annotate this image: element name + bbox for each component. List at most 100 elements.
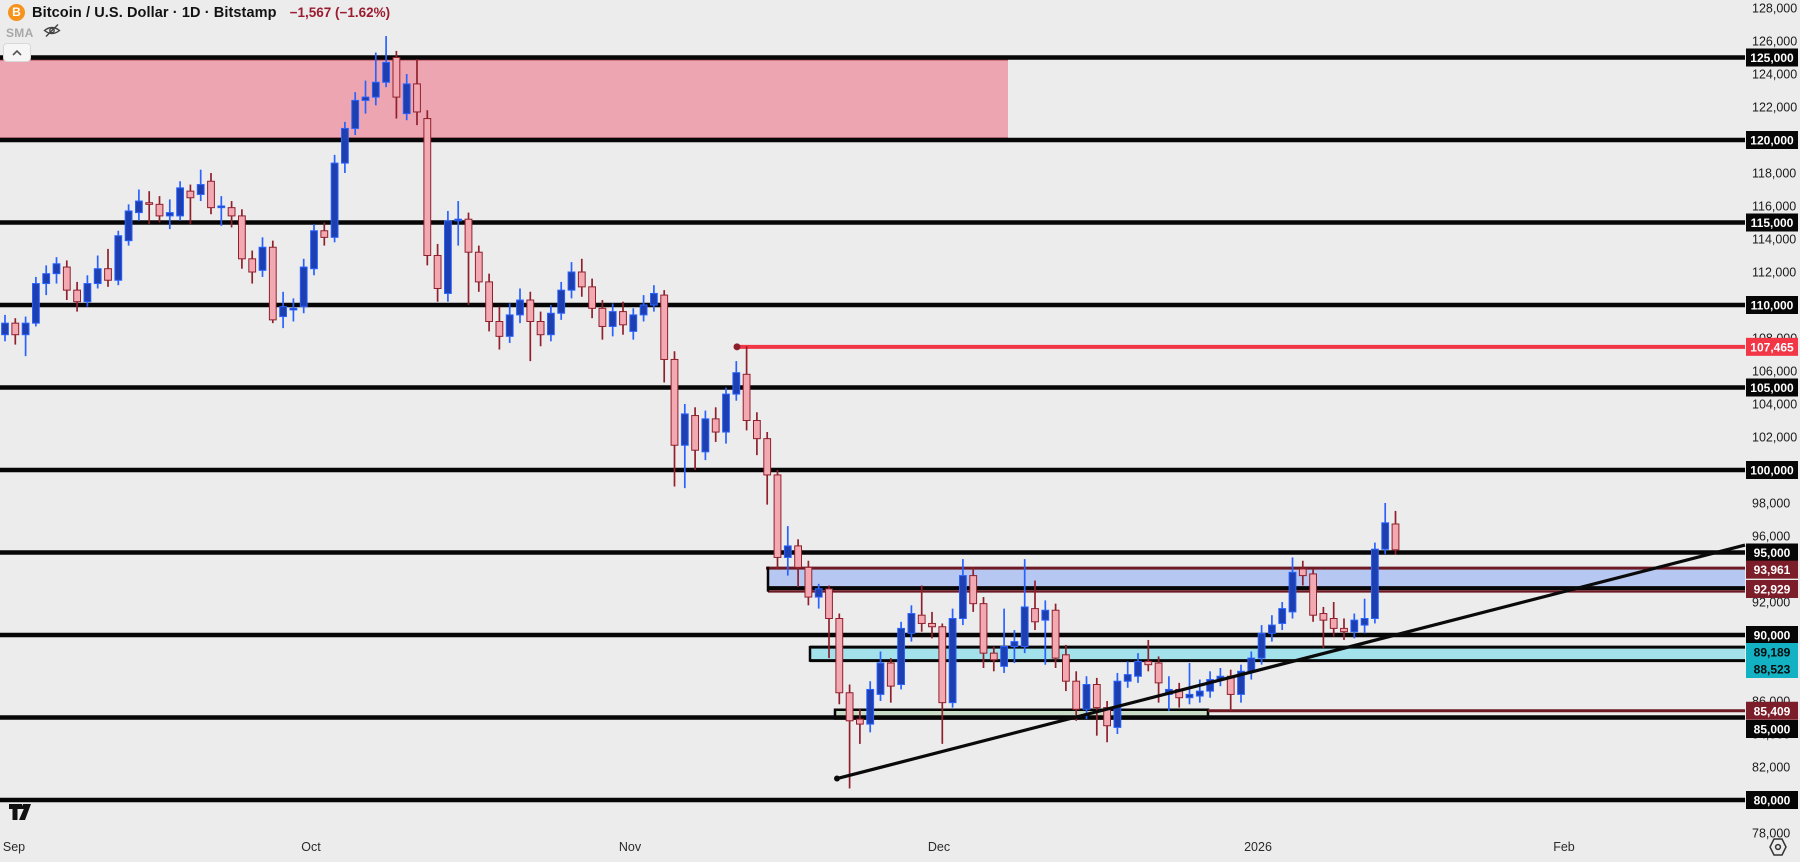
candle[interactable] [773, 470, 782, 569]
green-box[interactable] [835, 710, 1208, 718]
candle[interactable] [722, 387, 730, 444]
time-axis-label-Oct[interactable]: Oct [301, 840, 321, 854]
candle[interactable] [701, 410, 710, 461]
candle[interactable] [814, 583, 823, 609]
candle[interactable] [526, 291, 535, 362]
candle[interactable] [794, 539, 803, 588]
candle[interactable] [279, 291, 288, 329]
candle[interactable] [258, 237, 267, 277]
price-badge[interactable]: 107,465 [1746, 337, 1798, 356]
candle[interactable] [1092, 677, 1101, 736]
candle[interactable] [73, 281, 81, 312]
candle[interactable] [876, 651, 885, 702]
time-axis-label-Nov[interactable]: Nov [619, 840, 642, 854]
candle[interactable] [577, 258, 586, 297]
candle[interactable] [351, 92, 360, 136]
indicator-label[interactable]: SMA [6, 26, 34, 40]
candle[interactable] [444, 210, 452, 302]
candle[interactable] [639, 295, 648, 322]
candle[interactable] [299, 258, 308, 314]
candle[interactable] [557, 281, 566, 320]
candle[interactable] [1391, 510, 1400, 555]
candle[interactable] [917, 585, 926, 632]
candle[interactable] [341, 121, 349, 173]
candle[interactable] [186, 184, 195, 225]
candle[interactable] [1360, 598, 1369, 634]
price-axis[interactable]: 128,000 126,000 124,000 122,000 118,000 116,0… [1746, 2, 1798, 841]
candle[interactable] [114, 230, 123, 286]
candle[interactable] [1000, 608, 1009, 673]
candle[interactable] [495, 306, 504, 350]
candle[interactable] [711, 407, 720, 442]
candle[interactable] [629, 308, 638, 340]
candle[interactable] [907, 605, 916, 642]
candle[interactable] [62, 260, 71, 301]
ascending-trendline[interactable] [836, 543, 1746, 781]
price-badge[interactable]: 93,961 [1746, 560, 1798, 579]
candle[interactable] [371, 52, 380, 106]
candle[interactable] [845, 684, 854, 789]
price-badge[interactable]: 115,000 [1746, 213, 1798, 232]
price-badge[interactable]: 85,000 [1746, 720, 1798, 738]
price-badge[interactable]: 80,000 [1746, 791, 1798, 809]
candle[interactable] [176, 181, 184, 221]
candle[interactable] [938, 623, 947, 744]
candle[interactable] [155, 196, 164, 223]
candle[interactable] [145, 191, 154, 225]
candle[interactable] [217, 196, 226, 226]
candle[interactable] [1340, 618, 1348, 640]
candle[interactable] [1268, 615, 1276, 642]
price-scale-settings-icon[interactable] [1766, 837, 1790, 862]
candle[interactable] [454, 201, 463, 246]
candle[interactable] [1010, 630, 1019, 664]
candle[interactable] [1, 314, 9, 342]
candle[interactable] [1051, 603, 1060, 668]
price-badge[interactable]: 89,189 [1746, 643, 1798, 661]
candle[interactable] [485, 273, 494, 332]
candle[interactable] [52, 257, 61, 284]
time-axis-label-Dec[interactable]: Dec [928, 840, 950, 854]
candle[interactable] [928, 611, 936, 639]
candle[interactable] [32, 276, 40, 327]
candle[interactable] [42, 265, 51, 296]
price-badge[interactable]: 95,000 [1746, 543, 1798, 562]
candle[interactable] [979, 597, 988, 668]
tradingview-logo[interactable] [8, 803, 34, 826]
candle[interactable] [227, 201, 236, 228]
candle[interactable] [1309, 569, 1317, 622]
candle[interactable] [732, 361, 741, 401]
candle[interactable] [763, 432, 772, 505]
candle[interactable] [464, 212, 473, 305]
candle[interactable] [207, 173, 215, 215]
candle[interactable] [804, 560, 813, 606]
candle[interactable] [1031, 580, 1039, 631]
candle[interactable] [1195, 679, 1204, 703]
candle[interactable] [547, 305, 555, 342]
candle[interactable] [11, 318, 20, 345]
candle[interactable] [897, 621, 906, 690]
price-badge[interactable]: 100,000 [1746, 461, 1798, 479]
candle[interactable] [742, 346, 751, 431]
candle[interactable] [989, 646, 998, 672]
price-badge[interactable]: 92,929 [1746, 580, 1798, 598]
candle[interactable] [433, 243, 442, 302]
cyan-band[interactable] [810, 648, 1745, 660]
candle[interactable] [104, 248, 112, 287]
candle[interactable] [948, 608, 957, 708]
time-axis[interactable]: Sep Oct Nov Dec 2026 Feb [3, 840, 1575, 854]
candle[interactable] [268, 240, 277, 324]
candle[interactable] [1185, 663, 1194, 705]
candle[interactable] [959, 559, 967, 626]
candle[interactable] [1350, 613, 1359, 639]
candle[interactable] [392, 50, 401, 119]
supply-zone[interactable] [0, 57, 1008, 141]
candle[interactable] [619, 301, 627, 335]
candle[interactable] [320, 222, 329, 246]
candle[interactable] [969, 567, 978, 612]
candle[interactable] [1062, 644, 1070, 692]
candle[interactable] [1371, 542, 1379, 624]
eye-slash-icon[interactable] [42, 23, 61, 43]
lavender-band[interactable] [768, 569, 1745, 587]
candle[interactable] [413, 59, 421, 126]
candle[interactable] [691, 407, 700, 470]
